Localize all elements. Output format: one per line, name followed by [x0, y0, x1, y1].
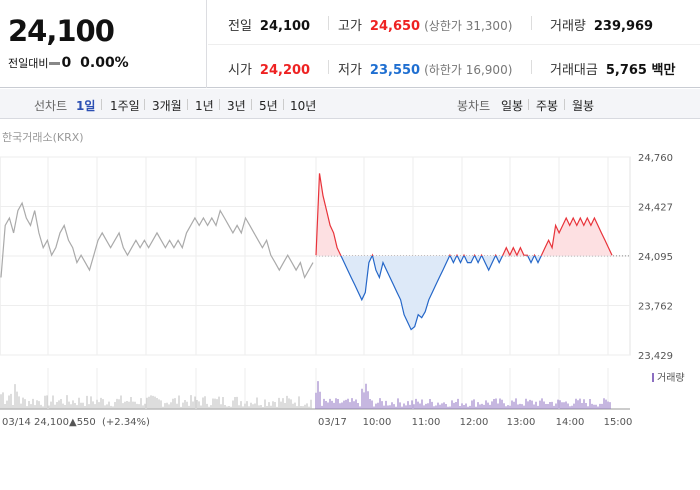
tab-separator [528, 99, 529, 110]
tab-10y[interactable]: 10년 [290, 99, 317, 113]
divider [531, 16, 532, 30]
stat-value: 24,650 [369, 19, 421, 34]
stat-label: 시가 [228, 63, 252, 78]
stat-value: 24,100 [259, 19, 311, 34]
stats-grid: 전일 24,100 고가 24,650 (상한가 31,300) 거래량 239,969… [208, 0, 700, 88]
prev-day-change-pct: (+2.34%) [102, 417, 150, 428]
y-tick-label: 24,095 [638, 252, 673, 263]
divider [328, 16, 329, 30]
prev-day-close: 24,100 [34, 417, 69, 428]
y-tick-label: 23,429 [638, 351, 673, 362]
tab-separator [251, 99, 252, 110]
stat-label: 저가 [338, 63, 362, 78]
change-label: 전일대비 [8, 57, 49, 70]
today-down-area [316, 255, 612, 330]
chart-tabs: 선차트 1일 1주일 3개월 1년 3년 5년 10년 봉차트 일봉 주봉 월봉 [0, 89, 700, 119]
data-source: 한국거래소(KRX) [2, 131, 84, 144]
line-chart-label: 선차트 [34, 99, 68, 113]
tab-monthly-candle[interactable]: 월봉 [572, 99, 595, 113]
change-pct: 0.00% [80, 55, 129, 71]
candle-chart-label: 봉차트 [457, 99, 491, 113]
tab-daily-candle[interactable]: 일봉 [501, 99, 524, 113]
tab-3m[interactable]: 3개월 [152, 99, 182, 113]
tab-1w[interactable]: 1주일 [110, 99, 140, 113]
stat-label: 거래대금 [550, 63, 598, 78]
stat-value: 5,765 백만 [605, 63, 676, 78]
quote-header: 24,100 전일대비 0 0.00% 전일 24,100 고가 24,650 (상한가… [0, 0, 700, 88]
stat-volume: 거래량 239,969 [550, 15, 653, 34]
tab-separator [564, 99, 565, 110]
x-tick-label: 12:00 [460, 417, 489, 428]
stat-label: 고가 [338, 19, 362, 34]
tab-separator [144, 99, 145, 110]
tab-3y[interactable]: 3년 [227, 99, 246, 113]
tab-separator [101, 99, 102, 110]
x-tick-label: 14:00 [556, 417, 585, 428]
today-down-line [340, 255, 542, 331]
y-tick-label: 23,762 [638, 302, 673, 313]
x-tick-label: 03/14 [2, 417, 31, 428]
price-block: 24,100 전일대비 0 0.00% [0, 0, 207, 88]
tab-5y[interactable]: 5년 [259, 99, 278, 113]
today-up-line [315, 173, 613, 256]
stat-open: 시가 24,200 [228, 59, 310, 78]
volume-legend-label: 거래량 [657, 372, 685, 384]
tab-1y[interactable]: 1년 [195, 99, 214, 113]
tab-1d[interactable]: 1일 [76, 99, 96, 113]
stat-prev-close: 전일 24,100 [228, 15, 310, 34]
x-tick-label: 10:00 [363, 417, 392, 428]
x-tick-label: 11:00 [412, 417, 441, 428]
change-row: 전일대비 0 0.00% [8, 55, 129, 71]
divider [531, 60, 532, 74]
volume-legend-swatch [652, 373, 654, 382]
stat-label: 거래량 [550, 19, 586, 34]
stat-value: 23,550 [369, 63, 421, 78]
stat-value: 239,969 [593, 19, 654, 34]
prev-day-change: ▲550 [69, 417, 96, 428]
stat-amount: 거래대금 5,765 백만 [550, 59, 675, 78]
row-divider [208, 44, 700, 45]
tab-separator [219, 99, 220, 110]
y-tick-label: 24,427 [638, 203, 673, 214]
x-tick-label: 03/17 [318, 417, 347, 428]
today-up-area [316, 173, 612, 256]
x-tick-label: 15:00 [604, 417, 633, 428]
stat-sub: (하한가 16,900) [424, 63, 513, 77]
stat-sub: (상한가 31,300) [424, 19, 513, 33]
stat-low: 저가 23,550 (하한가 16,900) [338, 59, 512, 78]
x-tick-label: 13:00 [507, 417, 536, 428]
flat-icon [49, 61, 61, 65]
current-price: 24,100 [8, 14, 115, 48]
change-value: 0 [61, 55, 72, 71]
stat-label: 전일 [228, 19, 252, 34]
divider [328, 60, 329, 74]
tab-separator [187, 99, 188, 110]
stat-value: 24,200 [259, 63, 311, 78]
y-tick-label: 24,760 [638, 153, 673, 164]
tab-weekly-candle[interactable]: 주봉 [536, 99, 559, 113]
stat-high: 고가 24,650 (상한가 31,300) [338, 15, 512, 34]
prev-day-line [0, 201, 314, 280]
tab-separator [283, 99, 284, 110]
